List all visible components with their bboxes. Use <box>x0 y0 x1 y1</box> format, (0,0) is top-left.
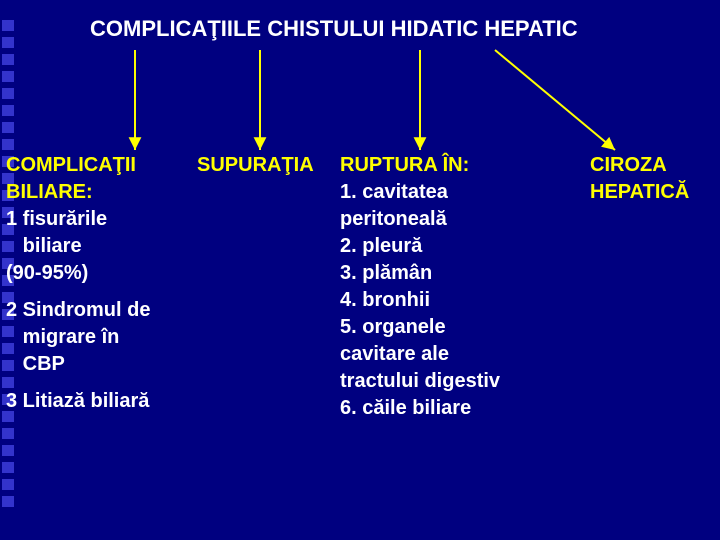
col3-l6: 5. organele <box>340 314 570 341</box>
col4-heading-l2: HEPATICĂ <box>590 179 720 206</box>
col3-l4: 3. plămân <box>340 260 570 287</box>
col2-heading: SUPURAŢIA <box>197 152 337 179</box>
col1-block1: 1 fisurările biliare (90-95%) <box>6 206 196 287</box>
col3-l5: 4. bronhii <box>340 287 570 314</box>
column-biliary: COMPLICAŢII BILIARE: 1 fisurările biliar… <box>6 152 196 425</box>
col3-l3: 2. pleură <box>340 233 570 260</box>
col1-b1-l2: biliare <box>6 233 196 260</box>
col3-l2: peritoneală <box>340 206 570 233</box>
column-ciroza: CIROZA HEPATICĂ <box>590 152 720 206</box>
col1-block3: 3 Litiază biliară <box>6 388 196 415</box>
col1-block2: 2 Sindromul de migrare în CBP <box>6 297 196 378</box>
col1-b2-l1: 2 Sindromul de <box>6 297 196 324</box>
slide-title: COMPLICAŢIILE CHISTULUI HIDATIC HEPATIC <box>90 16 578 42</box>
col1-b1-l3: (90-95%) <box>6 260 196 287</box>
col3-heading: RUPTURA ÎN: <box>340 152 570 179</box>
col3-l7: cavitare ale <box>340 341 570 368</box>
column-supuratia: SUPURAŢIA <box>197 152 337 179</box>
col1-b3-l1: 3 Litiază biliară <box>6 388 196 415</box>
col3-body: 1. cavitatea peritoneală 2. pleură 3. pl… <box>340 179 570 422</box>
col1-b1-l1: 1 fisurările <box>6 206 196 233</box>
col3-l9: 6. căile biliare <box>340 395 570 422</box>
col4-heading-l1: CIROZA <box>590 152 720 179</box>
col1-b2-l2: migrare în <box>6 324 196 351</box>
col1-b2-l3: CBP <box>6 351 196 378</box>
col4-heading: CIROZA HEPATICĂ <box>590 152 720 206</box>
col3-l8: tractului digestiv <box>340 368 570 395</box>
col1-heading: COMPLICAŢII BILIARE: <box>6 152 196 206</box>
column-ruptura: RUPTURA ÎN: 1. cavitatea peritoneală 2. … <box>340 152 570 422</box>
col3-l1: 1. cavitatea <box>340 179 570 206</box>
